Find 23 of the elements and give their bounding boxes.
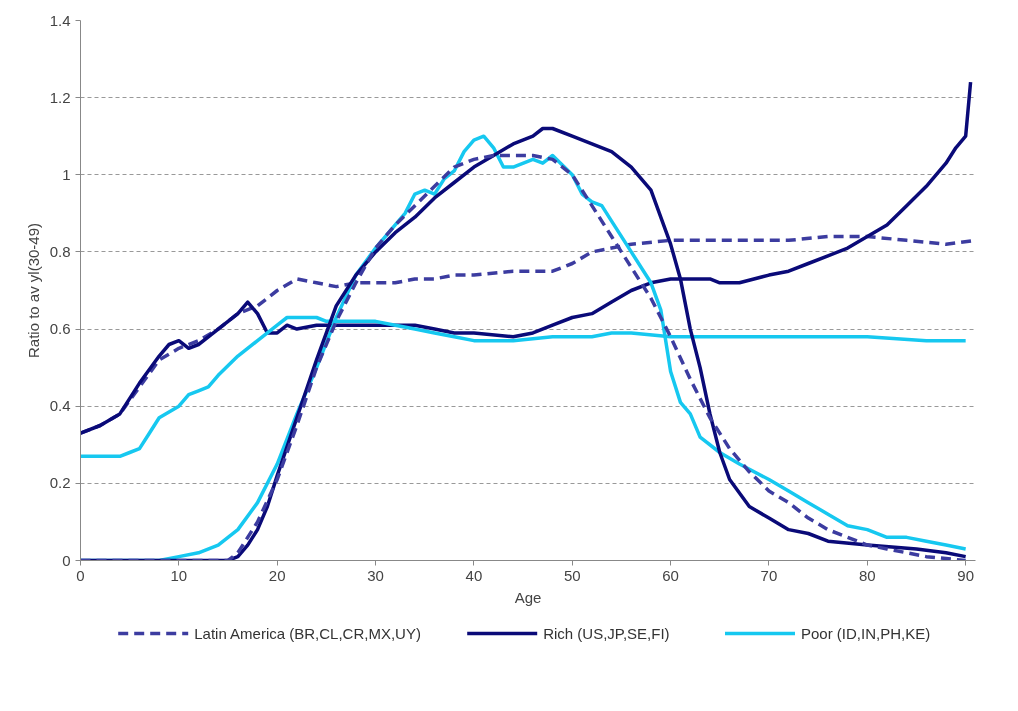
legend-label: Latin America (BR,CL,CR,MX,UY)	[194, 625, 421, 642]
legend-label: Rich (US,JP,SE,FI)	[543, 625, 670, 642]
x-tick-label: 40	[465, 566, 483, 584]
y-tick-label: 1.4	[49, 11, 71, 29]
y-tick-label: 0	[62, 551, 71, 569]
x-tick-label: 0	[76, 566, 85, 584]
x-tick-label: 50	[563, 566, 581, 584]
y-tick-label: 0.2	[49, 474, 71, 492]
x-tick-label: 70	[760, 566, 778, 584]
y-tick-label: 0.4	[49, 397, 71, 415]
legend-label: Poor (ID,IN,PH,KE)	[801, 625, 931, 642]
x-tick-label: 80	[858, 566, 876, 584]
x-tick-label: 20	[268, 566, 286, 584]
y-tick-label: 0.8	[49, 242, 71, 260]
x-tick-label: 30	[367, 566, 384, 584]
y-axis-title: Ratio to av yl(30-49)	[24, 222, 42, 359]
x-tick-label: 90	[957, 566, 975, 584]
y-tick-label: 0.6	[49, 320, 71, 338]
x-tick-label: 10	[170, 566, 188, 584]
y-tick-label: 1	[62, 165, 71, 183]
y-tick-label: 1.2	[49, 88, 71, 106]
x-axis-title: Age	[514, 588, 542, 606]
x-tick-label: 60	[662, 566, 679, 584]
